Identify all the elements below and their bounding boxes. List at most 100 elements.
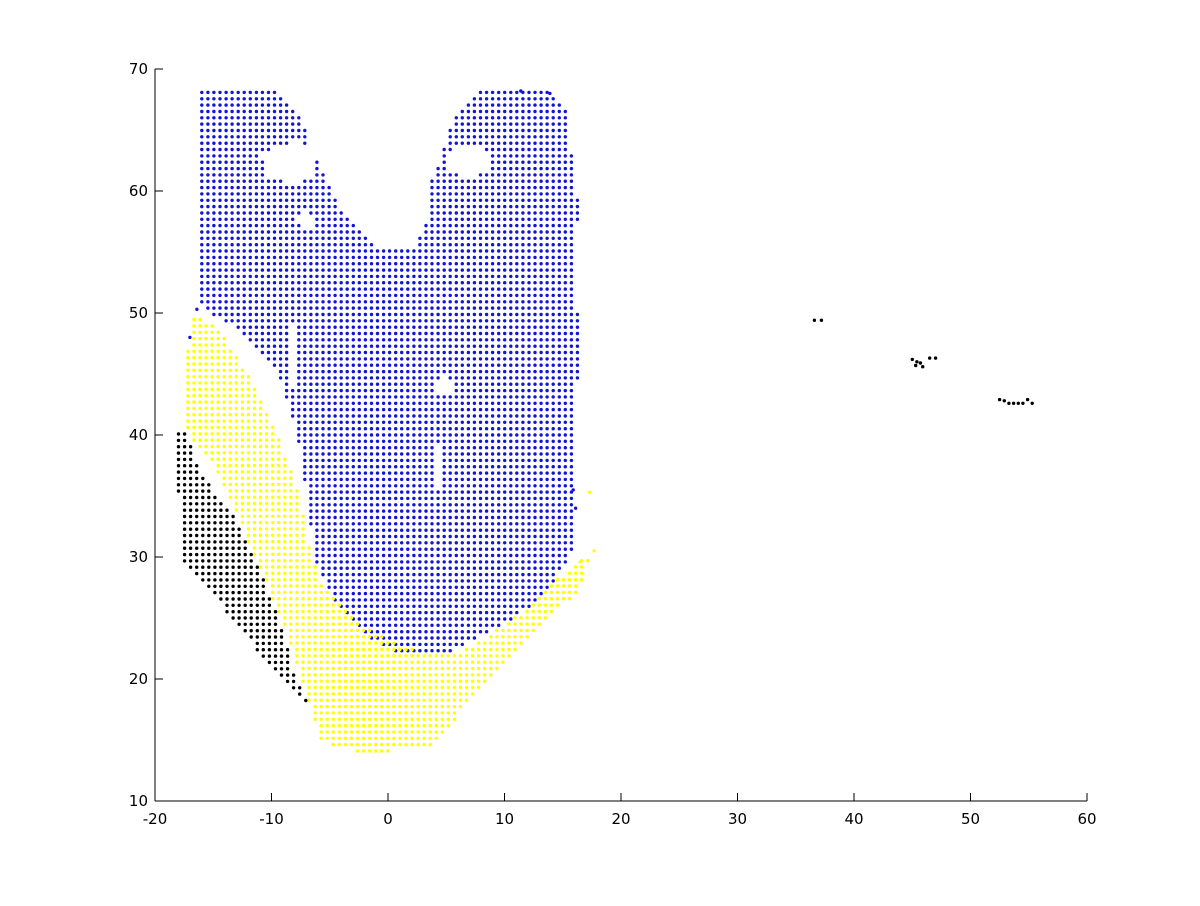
data-point: [440, 698, 444, 702]
data-point: [246, 527, 251, 531]
data-point: [264, 413, 269, 417]
data-point: [374, 723, 378, 728]
data-point: [327, 293, 331, 298]
data-point: [345, 591, 349, 596]
data-point: [464, 654, 469, 658]
data-point: [198, 394, 202, 398]
data-point: [503, 122, 507, 126]
data-point: [545, 344, 549, 348]
data-point: [483, 654, 487, 658]
data-point: [515, 541, 519, 545]
data-point: [307, 673, 311, 677]
data-point: [412, 566, 416, 570]
data-point: [297, 300, 301, 304]
data-point: [515, 598, 519, 602]
data-point: [454, 503, 458, 507]
data-point: [452, 692, 457, 696]
data-point: [452, 666, 457, 671]
data-point: [557, 350, 561, 355]
data-point: [337, 704, 341, 709]
data-point: [406, 306, 410, 310]
data-point: [224, 141, 228, 145]
data-point: [436, 185, 440, 190]
data-point: [466, 363, 471, 367]
data-point: [472, 636, 477, 640]
data-point: [291, 249, 295, 253]
data-point: [569, 420, 574, 424]
data-point: [575, 344, 580, 348]
data-point: [394, 623, 398, 627]
data-point: [315, 255, 319, 260]
data-point: [509, 363, 513, 367]
data-point: [430, 274, 434, 279]
data-point: [272, 128, 277, 133]
data-point: [543, 609, 547, 614]
data-point: [400, 566, 404, 570]
data-point: [404, 711, 408, 715]
data-point: [428, 730, 432, 734]
data-point: [307, 552, 311, 556]
data-point: [503, 471, 507, 475]
data-point: [345, 427, 349, 431]
data-point: [464, 647, 469, 652]
data-point: [291, 306, 295, 310]
data-point: [539, 547, 543, 551]
data-point: [234, 432, 238, 436]
data-point: [337, 742, 341, 747]
data-point: [428, 660, 432, 664]
data-point: [430, 376, 434, 380]
data-point: [460, 509, 464, 513]
data-point: [252, 489, 257, 493]
data-point: [363, 503, 368, 507]
data-point: [278, 376, 283, 380]
data-point: [430, 185, 434, 190]
data-point: [333, 534, 337, 539]
data-point: [246, 413, 251, 417]
data-point: [527, 427, 531, 431]
data-point: [331, 736, 335, 740]
data-point: [400, 509, 404, 513]
data-point: [490, 198, 495, 202]
data-point: [454, 274, 458, 279]
data-point: [369, 243, 374, 247]
data-point: [260, 179, 265, 183]
data-point: [387, 528, 392, 532]
data-point: [515, 579, 519, 583]
data-point: [331, 673, 335, 677]
data-point: [442, 306, 446, 310]
data-point: [527, 407, 531, 412]
data-point: [357, 262, 361, 266]
data-point: [258, 501, 263, 506]
data-point: [291, 395, 295, 399]
data-point: [331, 698, 335, 702]
data-point: [539, 293, 543, 298]
data-point: [258, 527, 263, 531]
data-point: [369, 528, 374, 532]
data-point: [333, 572, 337, 577]
data-point: [490, 376, 495, 380]
data-point: [521, 376, 525, 380]
data-point: [337, 685, 341, 690]
data-point: [404, 654, 408, 658]
data-point: [412, 427, 416, 431]
data-point: [315, 509, 319, 513]
data-point: [448, 293, 452, 298]
data-point: [380, 635, 384, 639]
data-point: [228, 476, 232, 480]
data-point: [218, 236, 222, 240]
data-point: [266, 300, 271, 304]
data-point: [252, 444, 257, 449]
data-point: [242, 293, 246, 298]
data-point: [509, 97, 513, 101]
data-point: [333, 433, 337, 437]
data-point: [351, 300, 355, 304]
data-point: [551, 414, 555, 418]
data-point: [418, 522, 422, 526]
data-point: [400, 268, 404, 272]
data-point: [291, 217, 295, 221]
data-point: [448, 173, 452, 177]
data-point: [355, 736, 360, 740]
data-point: [503, 465, 507, 469]
data-point: [519, 628, 523, 633]
